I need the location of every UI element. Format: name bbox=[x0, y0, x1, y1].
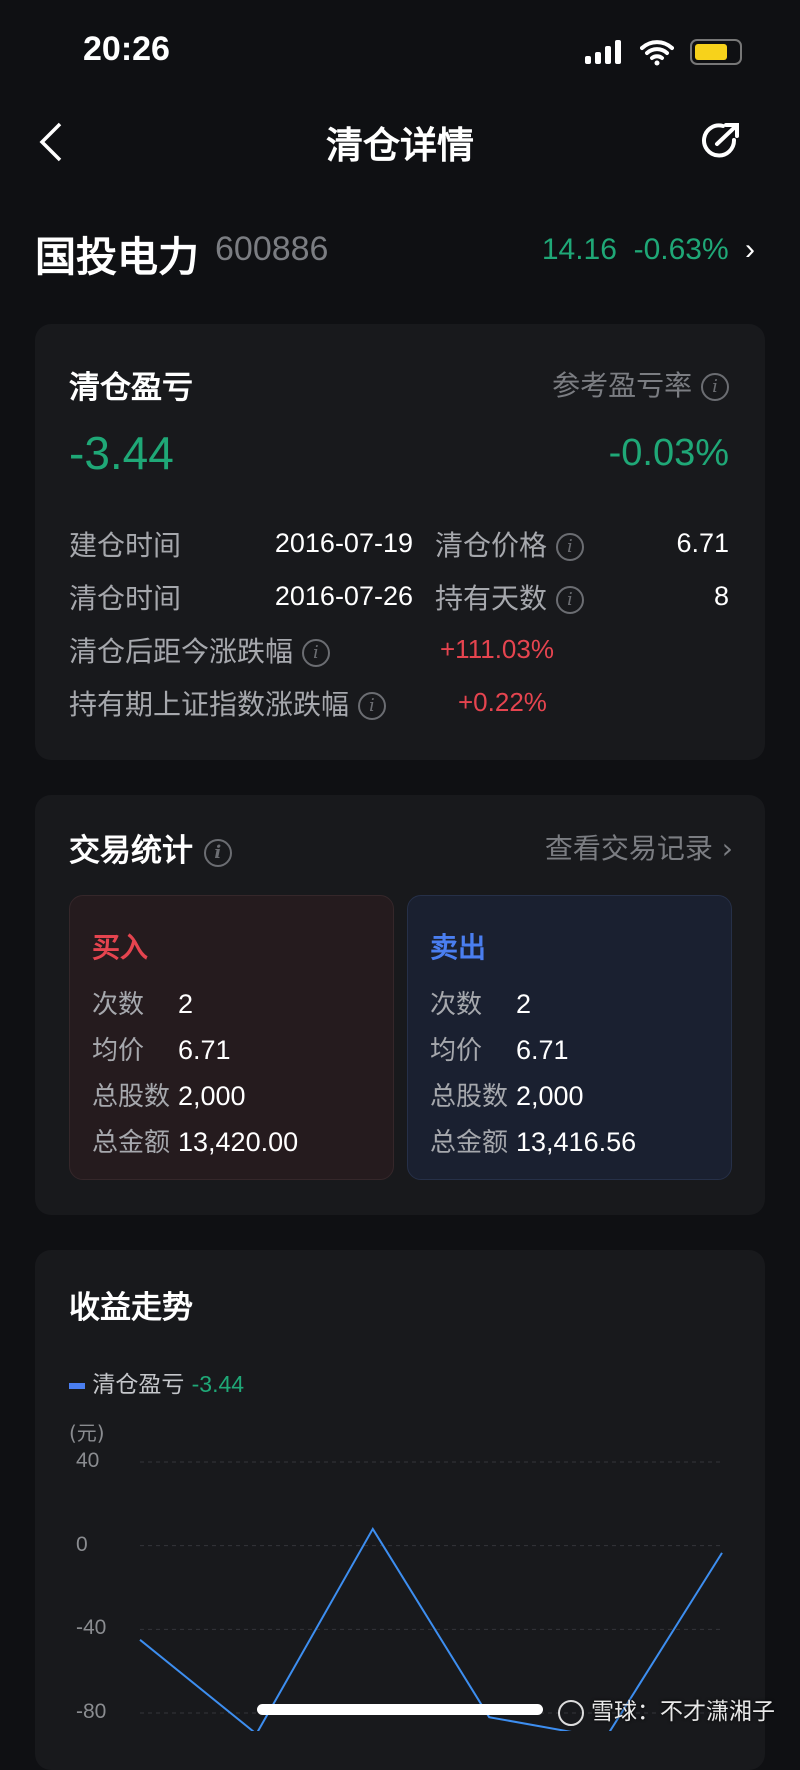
signal-icon bbox=[585, 40, 625, 66]
info-icon[interactable]: i bbox=[204, 839, 232, 867]
share-button[interactable] bbox=[700, 120, 742, 166]
open-time: 2016-07-19 bbox=[275, 528, 413, 559]
y-tick-label: 40 bbox=[76, 1449, 99, 1473]
close-price: 6.71 bbox=[676, 528, 729, 559]
close-time-label: 清仓时间 bbox=[69, 577, 181, 617]
buy-title: 买入 bbox=[92, 926, 148, 966]
y-tick-label: 0 bbox=[76, 1533, 88, 1557]
close-price-label: 清仓价格 i bbox=[435, 524, 584, 564]
close-time: 2016-07-26 bbox=[275, 581, 413, 612]
info-icon[interactable]: i bbox=[358, 692, 386, 720]
info-icon[interactable]: i bbox=[701, 373, 729, 401]
battery-icon bbox=[690, 39, 742, 65]
stock-price: 14.16 bbox=[542, 233, 617, 266]
profit-chart bbox=[0, 1250, 800, 1731]
share-icon bbox=[700, 120, 742, 162]
rate-label-text: 参考盈亏率 bbox=[552, 369, 692, 402]
stock-code: 600886 bbox=[215, 230, 328, 269]
info-icon[interactable]: i bbox=[556, 533, 584, 561]
page-title: 清仓详情 bbox=[0, 115, 800, 169]
home-indicator bbox=[257, 1704, 543, 1715]
index-change-label: 持有期上证指数涨跌幅 i bbox=[69, 683, 386, 723]
y-tick-label: -40 bbox=[76, 1616, 106, 1640]
stock-name: 国投电力 bbox=[35, 223, 199, 283]
view-records-link[interactable]: 查看交易记录 › bbox=[545, 827, 733, 867]
xueqiu-logo-icon bbox=[558, 1700, 584, 1726]
since-close-value: +111.03% bbox=[440, 634, 554, 665]
stock-quote[interactable]: 14.16 -0.63% › bbox=[542, 233, 755, 267]
hold-days: 8 bbox=[714, 581, 729, 612]
chevron-right-icon: › bbox=[745, 233, 755, 266]
since-close-label: 清仓后距今涨跌幅 i bbox=[69, 630, 330, 670]
wifi-icon bbox=[640, 38, 674, 70]
pnl-rate: -0.03% bbox=[609, 432, 729, 475]
pnl-card: 清仓盈亏 参考盈亏率 i -3.44 -0.03% 建仓时间 2016-07-1… bbox=[35, 324, 765, 760]
info-icon[interactable]: i bbox=[302, 639, 330, 667]
pnl-value: -3.44 bbox=[69, 426, 174, 480]
status-time: 20:26 bbox=[83, 30, 170, 69]
trade-stats-title: 交易统计 i bbox=[69, 825, 232, 870]
chevron-right-icon: › bbox=[722, 832, 733, 865]
index-change-value: +0.22% bbox=[458, 687, 547, 718]
hold-days-label: 持有天数 i bbox=[435, 577, 584, 617]
pnl-title: 清仓盈亏 bbox=[69, 362, 193, 407]
open-time-label: 建仓时间 bbox=[69, 524, 181, 564]
watermark: 雪球：不才潇湘子 bbox=[558, 1692, 775, 1726]
rate-label[interactable]: 参考盈亏率 i bbox=[552, 364, 729, 404]
y-tick-label: -80 bbox=[76, 1700, 106, 1724]
sell-title: 卖出 bbox=[430, 926, 486, 966]
stock-change: -0.63% bbox=[634, 233, 729, 266]
info-icon[interactable]: i bbox=[556, 586, 584, 614]
